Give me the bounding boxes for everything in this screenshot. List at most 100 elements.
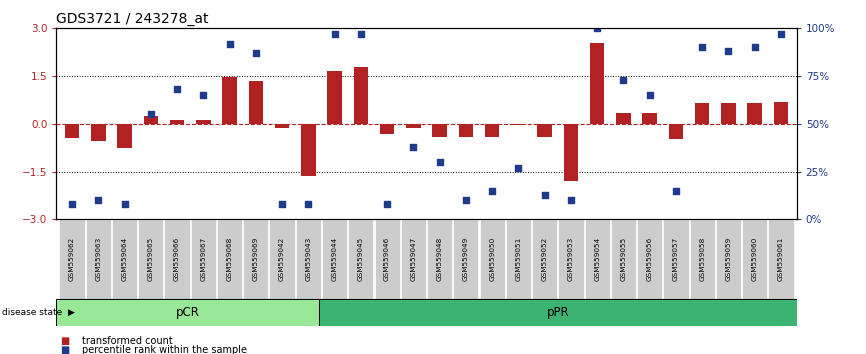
Text: GSM559054: GSM559054 [594,237,600,281]
Point [669,188,683,194]
Bar [60,219,85,299]
Text: GSM559043: GSM559043 [306,237,312,281]
Point [406,144,420,150]
Text: GSM559066: GSM559066 [174,237,180,281]
Point [512,165,526,171]
Point [170,87,184,92]
Text: disease state  ▶: disease state ▶ [2,308,74,317]
Point [774,31,788,37]
Point [591,25,604,31]
Bar [637,219,662,299]
Bar [663,219,688,299]
Text: GSM559064: GSM559064 [121,237,127,281]
Text: ■: ■ [61,336,70,346]
Bar [485,124,500,137]
Text: GSM559050: GSM559050 [489,237,495,281]
Bar [538,124,552,137]
Text: GSM559059: GSM559059 [726,237,732,281]
Point [747,45,761,50]
Point [249,50,262,56]
Text: GSM559042: GSM559042 [279,237,285,281]
Text: GSM559046: GSM559046 [385,237,390,281]
Bar [117,124,132,148]
Bar [319,299,797,326]
Point [695,45,709,50]
Bar [86,219,111,299]
Bar [511,124,526,125]
Bar [91,124,106,141]
Bar [243,219,268,299]
Bar [585,219,610,299]
Bar [65,124,80,138]
Point [144,112,158,117]
Point [538,192,552,198]
Text: GSM559052: GSM559052 [541,237,547,281]
Text: GSM559045: GSM559045 [358,237,364,281]
Bar [401,219,426,299]
Text: GSM559048: GSM559048 [436,237,443,281]
Bar [217,219,242,299]
Bar [432,124,447,137]
Text: GSM559055: GSM559055 [620,237,626,281]
Text: GSM559065: GSM559065 [148,237,154,281]
Bar [559,219,584,299]
Bar [165,219,190,299]
Bar [327,71,342,124]
Bar [269,219,294,299]
Point [459,198,473,203]
Bar [374,219,400,299]
Bar [643,113,657,124]
Point [275,201,289,207]
Bar [506,219,531,299]
Text: GDS3721 / 243278_at: GDS3721 / 243278_at [56,12,209,26]
Bar [716,219,741,299]
Text: GSM559067: GSM559067 [200,237,206,281]
Point [223,41,236,46]
Point [118,201,132,207]
Bar [480,219,505,299]
Bar [348,219,373,299]
Bar [689,219,714,299]
Point [617,77,630,83]
Bar [590,42,604,124]
Point [354,31,368,37]
Point [197,92,210,98]
Text: GSM559063: GSM559063 [95,237,101,281]
Text: percentile rank within the sample: percentile rank within the sample [82,345,248,354]
Bar [112,219,137,299]
Point [301,201,315,207]
Text: pCR: pCR [176,306,199,319]
Bar [768,219,793,299]
Point [564,198,578,203]
Point [485,188,499,194]
Bar [721,103,736,124]
Point [327,31,341,37]
Bar [453,219,479,299]
Text: GSM559068: GSM559068 [227,237,233,281]
Bar [380,124,394,134]
Text: GSM559051: GSM559051 [515,237,521,281]
Bar [406,124,421,128]
Point [721,48,735,54]
Bar [139,219,164,299]
Bar [249,81,263,124]
Text: GSM559061: GSM559061 [778,237,784,281]
Bar [191,219,216,299]
Text: GSM559047: GSM559047 [410,237,417,281]
Text: GSM559044: GSM559044 [332,237,338,281]
Text: GSM559056: GSM559056 [647,237,653,281]
Point [643,92,656,98]
Bar [223,77,236,124]
Bar [617,113,630,124]
Text: GSM559069: GSM559069 [253,237,259,281]
Text: GSM559062: GSM559062 [69,237,75,281]
Bar [773,102,788,124]
Bar [669,124,683,139]
Bar [56,299,319,326]
Bar [427,219,452,299]
Bar [170,120,184,124]
Bar [564,124,578,181]
Bar [275,124,289,128]
Text: GSM559060: GSM559060 [752,237,758,281]
Bar [747,103,762,124]
